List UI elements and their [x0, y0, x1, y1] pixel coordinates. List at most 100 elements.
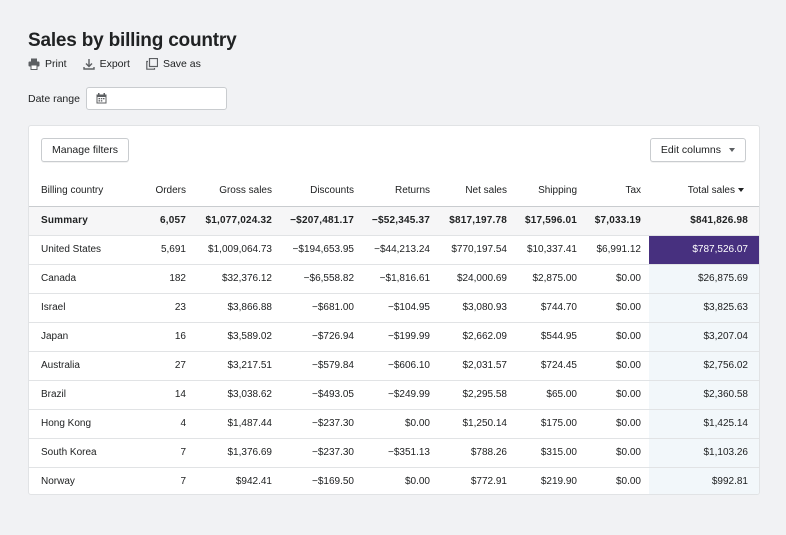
table-cell: $3,866.88 [194, 293, 280, 323]
col-total-sales-label: Total sales [687, 184, 735, 196]
save-as-label: Save as [162, 58, 201, 70]
table-row[interactable]: Japan 16 $3,589.02 −$726.94 −$199.99 $2,662.0… [29, 322, 759, 352]
table-cell: Hong Kong [29, 409, 134, 439]
table-cell: $992.81 [649, 467, 759, 494]
table-cell: −$199.99 [362, 322, 438, 352]
table-cell: −$351.13 [362, 438, 438, 468]
table-cell: $2,875.00 [515, 264, 585, 294]
print-button[interactable]: Print [28, 58, 67, 70]
table-cell: $1,376.69 [194, 438, 280, 468]
table-row[interactable]: Hong Kong 4 $1,487.44 −$237.30 $0.00 $1,250.1… [29, 409, 759, 439]
table-cell: −$726.94 [280, 322, 362, 352]
summary-row: Summary 6,057 $1,077,024.32 −$207,481.17… [29, 206, 759, 236]
summary-cell: $7,033.19 [585, 206, 649, 236]
table-cell: Brazil [29, 380, 134, 410]
table-cell: $3,825.63 [649, 293, 759, 323]
table-cell: $788.26 [438, 438, 515, 468]
table-cell: $772.91 [438, 467, 515, 494]
table-cell: $0.00 [585, 264, 649, 294]
table-cell: −$249.99 [362, 380, 438, 410]
col-billing-country[interactable]: Billing country [29, 175, 134, 207]
table-cell: $942.41 [194, 467, 280, 494]
action-bar: Print Export Save as [28, 58, 201, 70]
calendar-icon [96, 93, 107, 104]
caret-down-icon [729, 148, 735, 152]
table-cell: United States [29, 235, 134, 265]
table-row[interactable]: United States 5,691 $1,009,064.73 −$194,653… [29, 235, 759, 265]
export-label: Export [99, 58, 130, 70]
table-row[interactable]: Brazil 14 $3,038.62 −$493.05 −$249.99 $2,295.… [29, 380, 759, 410]
table-cell: $0.00 [585, 409, 649, 439]
table-cell: 16 [134, 322, 194, 352]
edit-columns-button[interactable]: Edit columns [649, 138, 746, 162]
summary-cell: $841,826.98 [649, 206, 759, 236]
col-shipping[interactable]: Shipping [515, 175, 585, 207]
table-cell: $724.45 [515, 351, 585, 381]
table-cell: −$169.50 [280, 467, 362, 494]
table-cell: 7 [134, 467, 194, 494]
table-row[interactable]: Israel 23 $3,866.88 −$681.00 −$104.95 $3,080.… [29, 293, 759, 323]
report-card: Manage filters Edit columns Billing coun… [28, 125, 760, 495]
col-total-sales[interactable]: Total sales [649, 175, 759, 207]
table-cell: −$237.30 [280, 438, 362, 468]
edit-columns-label: Edit columns [660, 144, 721, 156]
col-net-sales[interactable]: Net sales [438, 175, 515, 207]
table-cell: $10,337.41 [515, 235, 585, 265]
table-cell: $0.00 [585, 351, 649, 381]
table-cell: −$606.10 [362, 351, 438, 381]
table-cell: $0.00 [362, 467, 438, 494]
table-cell: 7 [134, 438, 194, 468]
col-tax[interactable]: Tax [585, 175, 649, 207]
table-cell: Canada [29, 264, 134, 294]
table-cell: $219.90 [515, 467, 585, 494]
table-cell: $3,217.51 [194, 351, 280, 381]
col-orders[interactable]: Orders [134, 175, 194, 207]
summary-cell: Summary [29, 206, 134, 236]
table-cell: 4 [134, 409, 194, 439]
table-cell: −$493.05 [280, 380, 362, 410]
summary-cell: $17,596.01 [515, 206, 585, 236]
summary-cell: $817,197.78 [438, 206, 515, 236]
table-cell: −$1,816.61 [362, 264, 438, 294]
table-row[interactable]: Australia 27 $3,217.51 −$579.84 −$606.10 $2,0… [29, 351, 759, 381]
table-cell: 14 [134, 380, 194, 410]
table-cell: −$579.84 [280, 351, 362, 381]
col-discounts[interactable]: Discounts [280, 175, 362, 207]
table-cell: $2,756.02 [649, 351, 759, 381]
date-range-input[interactable] [85, 87, 227, 110]
table-row[interactable]: South Korea 7 $1,376.69 −$237.30 −$351.13 $78… [29, 438, 759, 468]
table-cell: $1,425.14 [649, 409, 759, 439]
col-gross-sales[interactable]: Gross sales [194, 175, 280, 207]
table-cell: Japan [29, 322, 134, 352]
table-cell: −$237.30 [280, 409, 362, 439]
table-cell: −$104.95 [362, 293, 438, 323]
table-cell: $65.00 [515, 380, 585, 410]
save-as-button[interactable]: Save as [146, 58, 201, 70]
summary-cell: −$52,345.37 [362, 206, 438, 236]
table-cell: $770,197.54 [438, 235, 515, 265]
table-cell: $26,875.69 [649, 264, 759, 294]
table-row[interactable]: Canada 182 $32,376.12 −$6,558.82 −$1,816.61 $… [29, 264, 759, 294]
summary-cell: 6,057 [134, 206, 194, 236]
table-cell: $1,487.44 [194, 409, 280, 439]
download-icon [82, 59, 95, 70]
print-label: Print [45, 58, 67, 70]
table-cell: $24,000.69 [438, 264, 515, 294]
page-title: Sales by billing country [28, 30, 237, 51]
table-cell: $544.95 [515, 322, 585, 352]
table-cell: $0.00 [585, 438, 649, 468]
table-row[interactable]: Norway 7 $942.41 −$169.50 $0.00 $772.91 $219.9… [29, 467, 759, 494]
table-cell: 23 [134, 293, 194, 323]
table-header-row: Billing country Orders Gross sales Disco… [29, 175, 759, 207]
export-button[interactable]: Export [82, 58, 130, 70]
table-cell: $3,038.62 [194, 380, 280, 410]
table-cell: $0.00 [362, 409, 438, 439]
table-cell: South Korea [29, 438, 134, 468]
manage-filters-button[interactable]: Manage filters [41, 138, 129, 162]
table-cell: $2,662.09 [438, 322, 515, 352]
table-cell: $0.00 [585, 293, 649, 323]
table-cell: 27 [134, 351, 194, 381]
table-cell: −$6,558.82 [280, 264, 362, 294]
date-range-row: Date range [28, 87, 227, 110]
col-returns[interactable]: Returns [362, 175, 438, 207]
